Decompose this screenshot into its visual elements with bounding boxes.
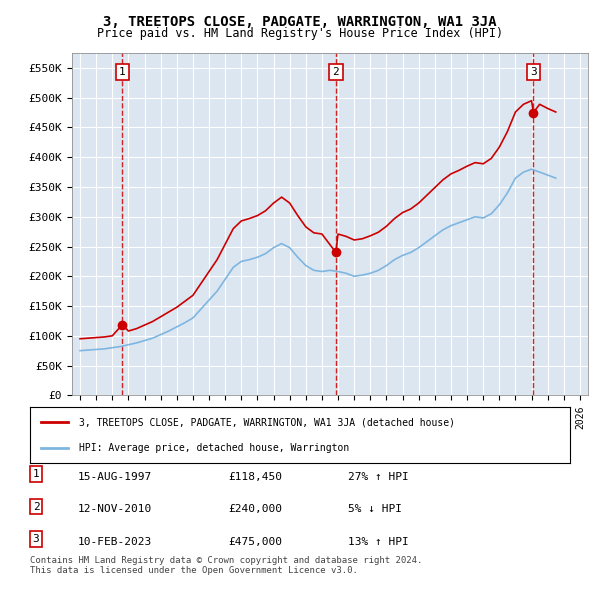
Text: 10-FEB-2023: 10-FEB-2023 <box>78 537 152 547</box>
Text: 13% ↑ HPI: 13% ↑ HPI <box>348 537 409 547</box>
Text: Contains HM Land Registry data © Crown copyright and database right 2024.
This d: Contains HM Land Registry data © Crown c… <box>30 556 422 575</box>
Text: 27% ↑ HPI: 27% ↑ HPI <box>348 472 409 482</box>
Text: HPI: Average price, detached house, Warrington: HPI: Average price, detached house, Warr… <box>79 443 349 453</box>
Text: £475,000: £475,000 <box>228 537 282 547</box>
Text: £118,450: £118,450 <box>228 472 282 482</box>
Text: 12-NOV-2010: 12-NOV-2010 <box>78 504 152 514</box>
Text: 3, TREETOPS CLOSE, PADGATE, WARRINGTON, WA1 3JA (detached house): 3, TREETOPS CLOSE, PADGATE, WARRINGTON, … <box>79 417 455 427</box>
Text: 3, TREETOPS CLOSE, PADGATE, WARRINGTON, WA1 3JA: 3, TREETOPS CLOSE, PADGATE, WARRINGTON, … <box>103 15 497 29</box>
Text: 2: 2 <box>32 502 40 512</box>
Text: 1: 1 <box>119 67 125 77</box>
Text: Price paid vs. HM Land Registry's House Price Index (HPI): Price paid vs. HM Land Registry's House … <box>97 27 503 40</box>
Text: 3: 3 <box>32 534 40 544</box>
Text: 15-AUG-1997: 15-AUG-1997 <box>78 472 152 482</box>
Text: 1: 1 <box>32 469 40 479</box>
Text: 3: 3 <box>530 67 537 77</box>
Text: £240,000: £240,000 <box>228 504 282 514</box>
Text: 2: 2 <box>332 67 339 77</box>
Text: 5% ↓ HPI: 5% ↓ HPI <box>348 504 402 514</box>
